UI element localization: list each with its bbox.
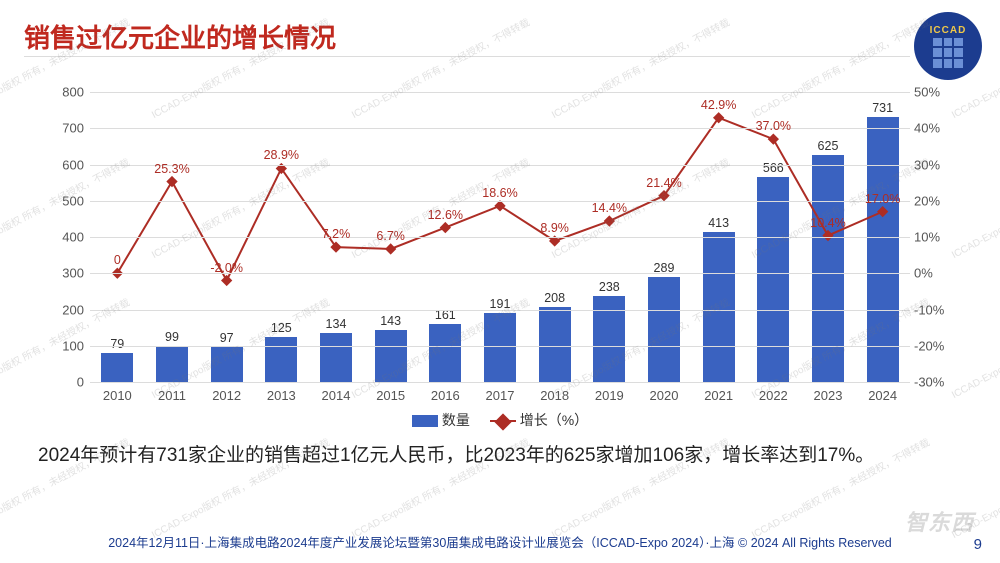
x-tick-label: 2022 [759, 388, 788, 403]
line-marker [494, 200, 505, 211]
line-value-label: 37.0% [756, 119, 791, 133]
x-tick-label: 2020 [650, 388, 679, 403]
logo-text: ICCAD [930, 25, 967, 36]
y-left-tick: 600 [44, 157, 84, 172]
line-value-label: 7.2% [322, 227, 351, 241]
y-right-tick: -10% [914, 302, 958, 317]
legend: 数量 增长（%） [40, 410, 960, 430]
x-tick-label: 2017 [486, 388, 515, 403]
x-tick-label: 2011 [158, 388, 186, 403]
y-right-tick: 40% [914, 121, 958, 136]
title-rule [24, 56, 910, 57]
y-left-tick: 300 [44, 266, 84, 281]
line-marker [822, 230, 833, 241]
line-value-label: -2.0% [210, 261, 243, 275]
line-marker [877, 206, 888, 217]
line-marker [221, 275, 232, 286]
line-marker [385, 243, 396, 254]
y-left-tick: 800 [44, 85, 84, 100]
line-value-label: 25.3% [154, 162, 189, 176]
legend-line-label: 增长（%） [520, 412, 588, 428]
logo-grid-icon [933, 38, 963, 68]
y-right-tick: 20% [914, 193, 958, 208]
gridline [90, 201, 910, 202]
plot-region: 7999971251341431611912082382894135666257… [90, 92, 910, 382]
x-tick-label: 2012 [212, 388, 241, 403]
line-marker [604, 215, 615, 226]
line-value-label: 17.0% [865, 192, 900, 206]
x-tick-label: 2019 [595, 388, 624, 403]
x-tick-label: 2024 [868, 388, 897, 403]
line-value-label: 6.7% [376, 229, 405, 243]
y-left-tick: 0 [44, 375, 84, 390]
page-number: 9 [974, 536, 982, 553]
gridline [90, 310, 910, 311]
y-left-tick: 500 [44, 193, 84, 208]
x-tick-label: 2023 [814, 388, 843, 403]
gridline [90, 237, 910, 238]
line-value-label: 10.4% [810, 216, 845, 230]
line-value-label: 28.9% [264, 148, 299, 162]
line-value-label: 8.9% [540, 221, 569, 235]
line-value-label: 14.4% [592, 201, 627, 215]
y-left-tick: 100 [44, 338, 84, 353]
line-value-label: 18.6% [482, 186, 517, 200]
gridline [90, 346, 910, 347]
x-tick-label: 2013 [267, 388, 296, 403]
y-right-tick: 0% [914, 266, 958, 281]
iccad-logo: ICCAD [914, 12, 982, 80]
line-value-label: 21.4% [646, 176, 681, 190]
x-tick-label: 2010 [103, 388, 132, 403]
y-right-tick: -20% [914, 338, 958, 353]
legend-bar-label: 数量 [442, 412, 470, 428]
y-right-tick: -30% [914, 375, 958, 390]
x-tick-label: 2014 [322, 388, 351, 403]
page-title: 销售过亿元企业的增长情况 [24, 18, 336, 55]
x-tick-label: 2015 [376, 388, 405, 403]
y-left-tick: 200 [44, 302, 84, 317]
slide: 销售过亿元企业的增长情况 ICCAD 799997125134143161191… [0, 0, 1000, 563]
gridline [90, 382, 910, 383]
y-left-tick: 400 [44, 230, 84, 245]
y-left-tick: 700 [44, 121, 84, 136]
line-value-label: 0 [114, 253, 121, 267]
description-text: 2024年预计有731家企业的销售超过1亿元人民币，比2023年的625家增加1… [38, 442, 962, 470]
line-value-label: 42.9% [701, 98, 736, 112]
legend-bar-swatch [412, 415, 438, 427]
y-right-tick: 30% [914, 157, 958, 172]
combo-chart: 7999971251341431611912082382894135666257… [40, 80, 960, 430]
line-marker [440, 222, 451, 233]
line-marker [166, 176, 177, 187]
x-tick-label: 2016 [431, 388, 460, 403]
brand-watermark: 智东西 [905, 505, 974, 537]
x-tick-label: 2021 [704, 388, 733, 403]
gridline [90, 92, 910, 93]
gridline [90, 165, 910, 166]
y-right-tick: 50% [914, 85, 958, 100]
legend-line-swatch [490, 420, 516, 422]
line-value-label: 12.6% [428, 208, 463, 222]
footer-text: 2024年12月11日·上海集成电路2024年度产业发展论坛暨第30届集成电路设… [0, 532, 1000, 551]
y-right-tick: 10% [914, 230, 958, 245]
line-marker [768, 133, 779, 144]
x-tick-label: 2018 [540, 388, 569, 403]
